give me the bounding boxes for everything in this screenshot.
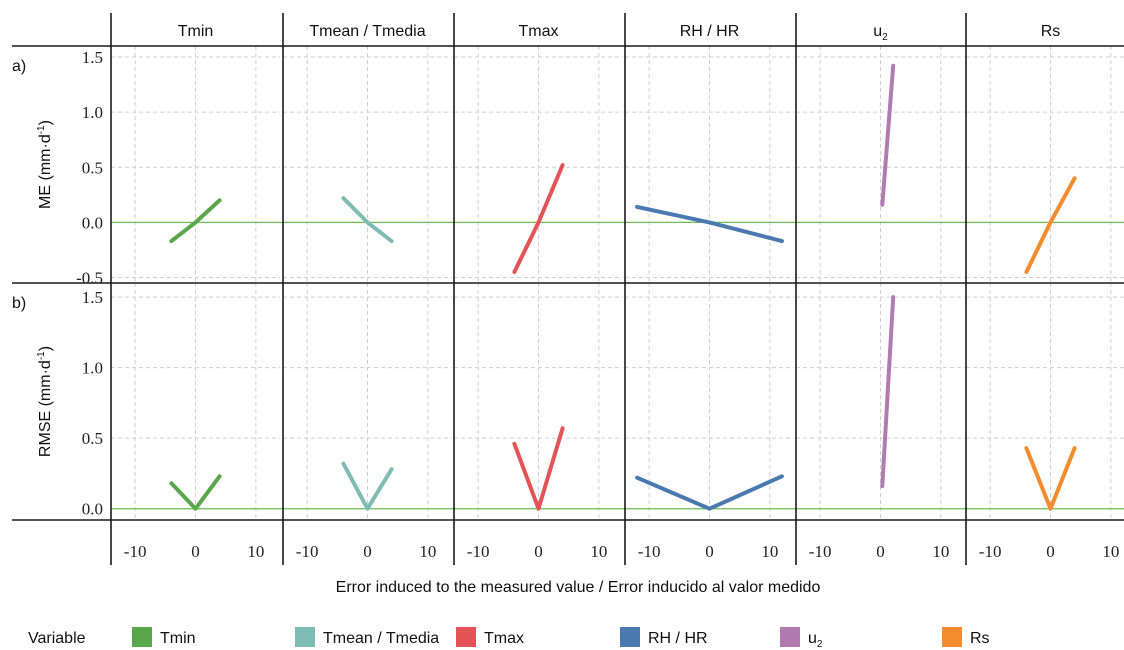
- legend-label-tmean: Tmean / Tmedia: [323, 630, 439, 647]
- x-tick-label: 0: [876, 542, 885, 561]
- legend-swatch-rs: [942, 627, 962, 647]
- series-line-u-row-1: [880, 63, 896, 207]
- facet-title-rs: Rs: [1041, 23, 1061, 40]
- x-tick-label: -10: [296, 542, 319, 561]
- legend-label-rh: RH / HR: [648, 630, 708, 647]
- y-tick-label: 0.0: [82, 213, 103, 232]
- x-tick-label: 0: [1046, 542, 1055, 561]
- legend-label-tmax: Tmax: [484, 630, 524, 647]
- y-tick-label: -0.5: [76, 268, 103, 287]
- legend-label-rs: Rs: [970, 630, 990, 647]
- y-tick-label: 1.0: [82, 103, 103, 122]
- series-layer: [169, 63, 1077, 511]
- row-tag: b): [12, 295, 26, 312]
- facet-title-tmin: Tmin: [178, 23, 214, 40]
- series-line-rh-row-2: [635, 474, 784, 511]
- series-line-rs-row-1: [1024, 176, 1077, 274]
- x-tick-label: 10: [932, 542, 949, 561]
- series-line-tmean-row-1: [341, 196, 394, 244]
- facet-title-tmax: Tmax: [519, 23, 559, 40]
- facet-title-rh: RH / HR: [680, 23, 740, 40]
- legend-swatch-u: [780, 627, 800, 647]
- x-tick-label: 0: [534, 542, 543, 561]
- x-tick-label: -10: [638, 542, 661, 561]
- x-tick-label: 0: [705, 542, 714, 561]
- y-tick-label: 1.5: [82, 48, 103, 67]
- series-line-tmin-row-2: [169, 474, 222, 511]
- facet-title-u: u2: [873, 23, 888, 43]
- legend: Variable Tmin Tmean / Tmedia Tmax RH / HR u2 R…: [28, 627, 990, 650]
- row-tag: a): [12, 58, 26, 75]
- x-tick-label: 10: [1102, 542, 1119, 561]
- x-tick-label: 10: [761, 542, 778, 561]
- legend-title: Variable: [28, 630, 86, 647]
- x-tick-label: -10: [124, 542, 147, 561]
- series-line-rs-row-2: [1024, 446, 1077, 511]
- y-tick-label: 0.5: [82, 158, 103, 177]
- series-line-tmean-row-2: [341, 461, 394, 511]
- x-axis-title: Error induced to the measured value / Er…: [336, 579, 821, 596]
- x-tick-label: 10: [590, 542, 607, 561]
- y-axis-title-row-1: ME (mm·d-1): [36, 120, 54, 209]
- legend-swatch-tmax: [456, 627, 476, 647]
- zero-lines: [111, 221, 1124, 510]
- x-tick-label: 0: [363, 542, 372, 561]
- y-tick-label: 1.5: [82, 288, 103, 307]
- x-tick-label: -10: [809, 542, 832, 561]
- x-tick-label: -10: [979, 542, 1002, 561]
- legend-label-u: u2: [808, 630, 823, 650]
- series-line-rh-row-1: [635, 204, 784, 244]
- legend-label-tmin: Tmin: [160, 630, 196, 647]
- panel-frames: [12, 13, 1124, 565]
- x-tick-label: 10: [419, 542, 436, 561]
- labels-layer: Tmin Tmean / Tmedia Tmax RH / HR u2 Rs 1.5 1.0 0…: [12, 23, 1119, 561]
- series-line-tmax-row-2: [512, 426, 565, 511]
- x-tick-label: 10: [247, 542, 264, 561]
- y-tick-label: 1.0: [82, 359, 103, 378]
- facet-title-tmean: Tmean / Tmedia: [309, 23, 425, 40]
- series-line-tmax-row-1: [512, 163, 565, 274]
- y-tick-label: 0.0: [82, 500, 103, 519]
- series-line-tmin-row-1: [169, 198, 222, 244]
- legend-swatch-tmean: [295, 627, 315, 647]
- legend-swatch-rh: [620, 627, 640, 647]
- series-line-u-row-2: [880, 295, 896, 489]
- legend-swatch-tmin: [132, 627, 152, 647]
- x-tick-label: 0: [191, 542, 200, 561]
- y-axis-title-row-2: RMSE (mm·d-1): [36, 346, 54, 457]
- y-tick-label: 0.5: [82, 429, 103, 448]
- x-tick-label: -10: [467, 542, 490, 561]
